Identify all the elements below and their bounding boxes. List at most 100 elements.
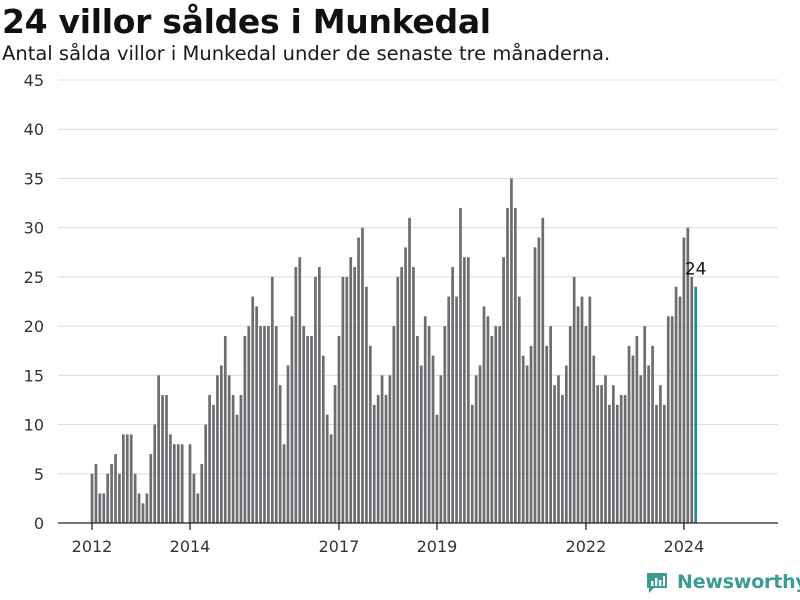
bar <box>239 395 243 523</box>
annotations: 24 <box>685 260 707 280</box>
bar <box>318 267 321 523</box>
bar <box>388 375 392 523</box>
bar <box>619 395 623 523</box>
bar <box>169 434 172 523</box>
y-tick-label: 10 <box>24 416 44 435</box>
bar <box>368 345 372 523</box>
bar <box>310 335 313 523</box>
bar <box>666 316 670 523</box>
bar <box>141 503 145 523</box>
bar <box>604 375 607 523</box>
x-tick-label: 2014 <box>170 537 211 556</box>
bar <box>412 267 415 523</box>
bar <box>263 326 266 523</box>
bar <box>188 444 192 523</box>
bar <box>294 267 298 523</box>
y-tick-label: 30 <box>24 219 44 238</box>
bar <box>451 267 454 523</box>
bar <box>580 296 584 523</box>
bar <box>533 247 537 524</box>
x-tick-label: 2022 <box>566 537 607 556</box>
bar <box>180 444 184 523</box>
bar <box>314 276 317 523</box>
bar <box>584 326 588 523</box>
bar <box>525 365 529 523</box>
bar <box>423 316 427 523</box>
chart-title: 24 villor såldes i Munkedal <box>2 2 491 41</box>
newsworthy-logo-icon <box>647 573 667 593</box>
bar <box>122 434 125 523</box>
bar <box>439 375 443 523</box>
bar <box>404 247 407 524</box>
bar <box>270 276 274 523</box>
bar <box>686 227 690 524</box>
bar <box>384 395 388 523</box>
bar <box>298 257 302 523</box>
bar <box>161 395 164 523</box>
bar <box>431 355 435 523</box>
bar <box>200 463 204 523</box>
bar <box>627 345 631 523</box>
x-tick-label: 2019 <box>417 537 458 556</box>
newsworthy-logo-text: Newsworthy <box>677 571 800 593</box>
bar <box>106 473 110 523</box>
bar <box>600 385 603 523</box>
bar <box>447 296 451 523</box>
bar <box>408 217 411 523</box>
bar <box>267 326 270 523</box>
bar <box>655 404 658 523</box>
bar <box>635 335 639 523</box>
bar <box>502 257 505 523</box>
bar <box>498 326 502 523</box>
y-tick-label: 40 <box>24 120 44 139</box>
bar <box>216 375 219 523</box>
bar <box>302 326 306 523</box>
bar <box>521 355 525 523</box>
bar <box>557 375 560 523</box>
bar <box>243 335 247 523</box>
bar <box>376 395 380 523</box>
bar <box>333 385 337 523</box>
bar <box>98 493 102 523</box>
bar <box>545 345 549 523</box>
y-tick-label: 20 <box>24 317 44 336</box>
bar <box>615 404 619 523</box>
newsworthy-logo: Newsworthy <box>645 570 800 594</box>
bar <box>572 276 576 523</box>
bar <box>196 493 200 523</box>
bar <box>110 463 113 523</box>
bar <box>510 178 513 523</box>
bar <box>118 473 121 523</box>
bar <box>588 296 592 523</box>
bar <box>325 414 329 523</box>
bar <box>564 365 568 523</box>
bar <box>137 493 141 523</box>
bar <box>463 257 466 523</box>
bar <box>361 227 364 524</box>
bar <box>416 335 419 523</box>
bar <box>227 375 231 523</box>
bar <box>290 316 294 523</box>
bar <box>678 296 682 523</box>
bar <box>623 395 627 523</box>
y-tick-label: 25 <box>24 268 44 287</box>
bar <box>396 276 400 523</box>
bar <box>165 395 168 523</box>
x-tick-label: 2017 <box>319 537 360 556</box>
bar <box>255 306 258 523</box>
bar <box>90 473 94 523</box>
bar <box>494 326 498 523</box>
bar <box>212 404 215 523</box>
bar <box>274 326 278 523</box>
bar <box>349 257 353 523</box>
bar <box>659 385 662 523</box>
bar <box>529 345 533 523</box>
bar <box>278 385 282 523</box>
bar <box>517 296 521 523</box>
bar <box>321 355 325 523</box>
bar <box>149 454 153 523</box>
bar <box>651 345 654 523</box>
bar <box>419 365 423 523</box>
last-value-label: 24 <box>685 260 707 280</box>
bar <box>466 257 470 523</box>
